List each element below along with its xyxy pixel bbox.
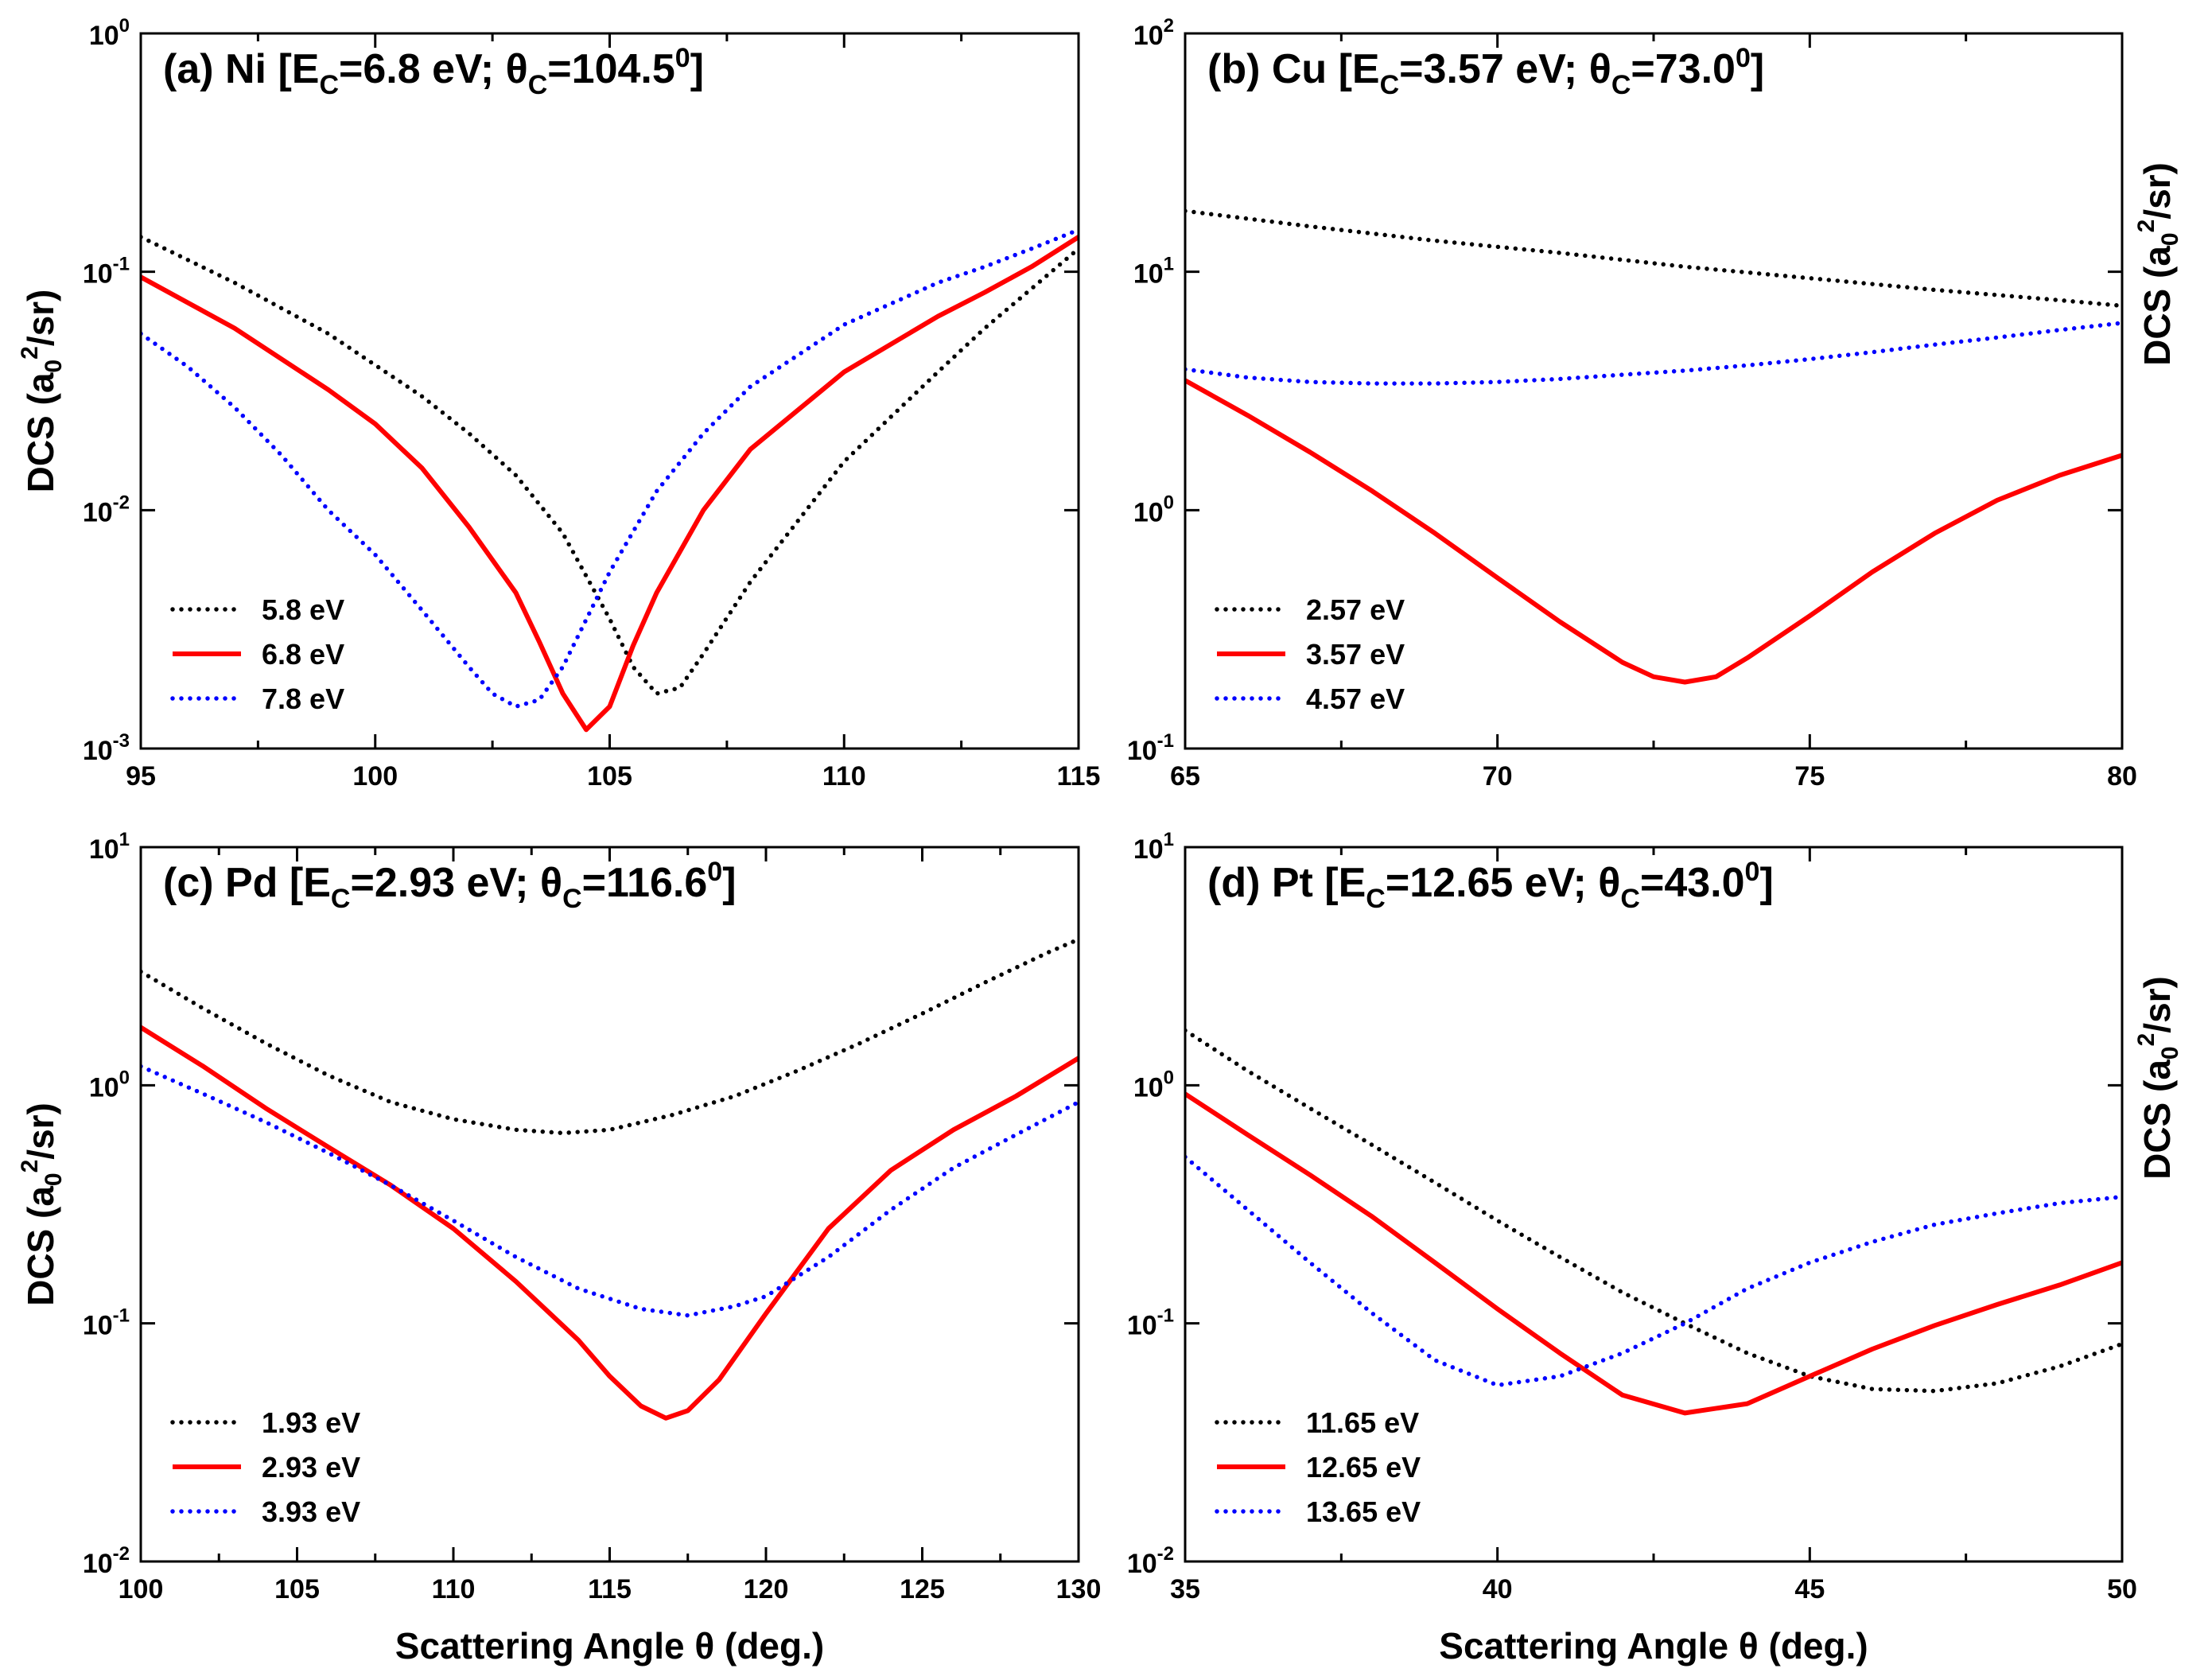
series-line-c-2	[141, 1064, 1079, 1318]
y-axis-title: DCS (a02/sr)	[17, 1102, 67, 1306]
y-tick-label: 100	[1133, 492, 1174, 527]
series-line-d-1	[1185, 1091, 2122, 1416]
y-axis-title: DCS (a02/sr)	[2133, 976, 2183, 1180]
series-line-a-1	[141, 235, 1079, 733]
panel-d: 35 40 45 50 10-2 10-1 100 101 (d) Pt [EC=12.65 e…	[1127, 829, 2183, 1666]
series-line-b-1	[1185, 378, 2122, 685]
panel-a: 95 100 105 110 115 10-3 10-2 10-1 100 (a) Ni [EC=…	[17, 15, 1100, 791]
x-tick-label: 40	[1483, 1574, 1513, 1604]
y-tick-label: 100	[89, 1067, 130, 1102]
legend-label: 2.57 eV	[1306, 593, 1405, 626]
x-tick-label: 70	[1483, 761, 1513, 791]
x-axis-title: Scattering Angle θ (deg.)	[1439, 1625, 1868, 1666]
legend-label: 2.93 eV	[262, 1451, 360, 1484]
y-axis-title: DCS (a02/sr)	[17, 290, 67, 493]
panel-b: 65 70 75 80 10-1 100 101 102 (b) Cu [EC=3.57 eV;…	[1127, 15, 2183, 791]
legend-label: 1.93 eV	[262, 1406, 360, 1439]
x-tick-label: 95	[126, 761, 156, 791]
legend-label: 6.8 eV	[262, 638, 344, 671]
x-tick-label: 105	[274, 1574, 320, 1604]
series-line-c-0	[141, 937, 1079, 1136]
series-line-c-1	[141, 1025, 1079, 1421]
y-tick-label: 10-2	[83, 1543, 130, 1579]
legend-label: 13.65 eV	[1306, 1495, 1421, 1528]
legend-label: 11.65 eV	[1306, 1406, 1419, 1439]
x-tick-label: 80	[2107, 761, 2137, 791]
legend-label: 3.93 eV	[262, 1495, 360, 1528]
x-tick-label: 50	[2107, 1574, 2137, 1604]
y-tick-label: 10-3	[83, 730, 130, 766]
y-tick-label: 102	[1133, 15, 1174, 51]
y-tick-label: 10-1	[1127, 1305, 1174, 1341]
y-tick-label: 101	[1133, 829, 1174, 865]
x-tick-label: 115	[588, 1574, 632, 1604]
legend-label: 5.8 eV	[262, 593, 344, 626]
y-tick-label: 101	[1133, 254, 1174, 290]
legend-label: 12.65 eV	[1306, 1451, 1421, 1484]
series-lines	[1185, 1028, 2122, 1416]
x-tick-label: 35	[1170, 1574, 1200, 1604]
y-tick-label: 10-1	[1127, 730, 1174, 766]
x-tick-label: 65	[1170, 761, 1200, 791]
series-line-b-0	[1185, 208, 2122, 309]
x-tick-label: 75	[1794, 761, 1825, 791]
series-lines	[1185, 208, 2122, 685]
y-tick-label: 100	[1133, 1067, 1174, 1102]
x-tick-label: 125	[900, 1574, 945, 1604]
legend-label: 3.57 eV	[1306, 638, 1405, 671]
panel-title: (b) Cu [EC=3.57 eV; θC=73.00]	[1207, 43, 1764, 100]
y-tick-label: 10-2	[83, 492, 130, 527]
x-tick-label: 105	[587, 761, 632, 791]
y-tick-label: 10-1	[83, 1305, 130, 1341]
series-line-d-0	[1185, 1028, 2122, 1394]
y-tick-label: 101	[89, 829, 130, 865]
x-tick-label: 110	[432, 1574, 476, 1604]
series-lines	[141, 937, 1079, 1421]
series-line-a-2	[141, 228, 1079, 709]
x-tick-label: 100	[352, 761, 398, 791]
legend-label: 4.57 eV	[1306, 682, 1405, 715]
series-line-a-0	[141, 235, 1079, 696]
x-tick-label: 115	[1057, 761, 1101, 791]
y-tick-label: 10-1	[83, 254, 130, 290]
y-tick-label: 10-2	[1127, 1543, 1174, 1579]
x-tick-label: 120	[744, 1574, 789, 1604]
panel-title: (a) Ni [EC=6.8 eV; θC=104.50]	[163, 43, 704, 100]
panel-title: (d) Pt [EC=12.65 eV; θC=43.00]	[1207, 857, 1774, 914]
series-line-b-2	[1185, 321, 2122, 386]
x-tick-label: 130	[1056, 1574, 1102, 1604]
x-tick-label: 45	[1794, 1574, 1825, 1604]
x-tick-label: 110	[822, 761, 866, 791]
series-lines	[141, 228, 1079, 733]
y-axis-title: DCS (a02/sr)	[2133, 162, 2183, 366]
y-tick-label: 100	[89, 15, 130, 51]
panel-c: 100 105 110 115 120 125 130 10-2 10-1 100 101 (c) P…	[17, 829, 1101, 1666]
x-axis-title: Scattering Angle θ (deg.)	[395, 1625, 824, 1666]
x-tick-label: 100	[119, 1574, 164, 1604]
series-line-d-2	[1185, 1154, 2122, 1388]
legend-label: 7.8 eV	[262, 682, 344, 715]
panel-title: (c) Pd [EC=2.93 eV; θC=116.60]	[163, 857, 737, 914]
